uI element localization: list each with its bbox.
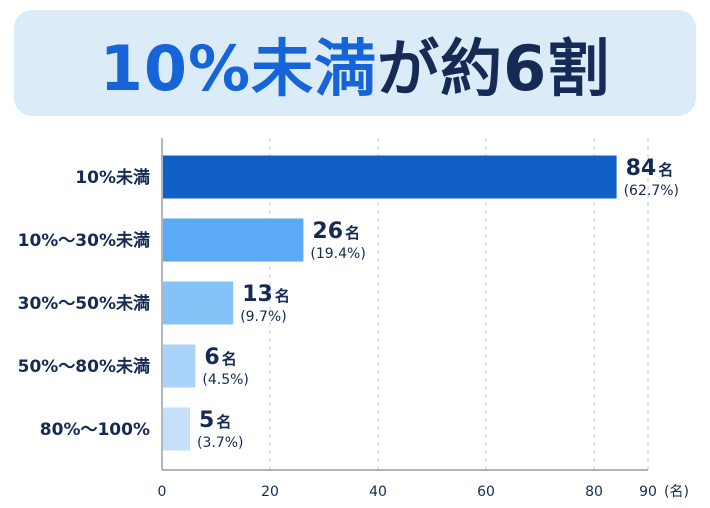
category-label: 30%〜50%未満 — [18, 293, 150, 314]
value-unit: 名 — [222, 350, 237, 368]
value-unit: 名 — [216, 413, 231, 431]
x-tick-label: 90 — [639, 484, 657, 500]
title-rest: 約6割 — [440, 32, 611, 105]
x-tick-label: 20 — [261, 484, 279, 500]
x-tick-label: 60 — [477, 484, 495, 500]
bar — [163, 281, 234, 325]
value-number: 26 — [312, 219, 343, 244]
percentage-label: (62.7%) — [624, 183, 679, 199]
value-label: 13 名 — [242, 282, 290, 307]
value-number: 84 — [626, 156, 657, 181]
category-label: 10%未満 — [75, 167, 150, 188]
title-banner — [14, 10, 696, 116]
category-label: 50%〜80%未満 — [18, 356, 150, 377]
value-label: 26 名 — [312, 219, 360, 244]
bar — [163, 407, 190, 451]
category-label: 10%〜30%未満 — [18, 230, 150, 251]
bar — [163, 218, 304, 262]
x-tick-label: 40 — [369, 484, 387, 500]
x-tick-label: 0 — [158, 484, 167, 500]
value-label: 84 名 — [626, 156, 674, 181]
x-axis-unit-label: (名) — [664, 484, 689, 500]
percentage-label: (9.7%) — [240, 309, 287, 325]
percentage-label: (4.5%) — [202, 372, 249, 388]
value-unit: 名 — [275, 287, 290, 305]
value-unit: 名 — [345, 224, 360, 242]
bar — [163, 155, 617, 199]
title-connector: が — [377, 32, 441, 105]
value-number: 5 — [199, 408, 214, 433]
value-number: 6 — [204, 345, 219, 370]
title-highlight: 10%未満 — [99, 32, 378, 105]
percentage-label: (19.4%) — [310, 246, 365, 262]
bar — [163, 344, 196, 388]
chart-title: 10%未満が約6割 — [14, 10, 696, 116]
x-tick-label: 80 — [585, 484, 603, 500]
value-unit: 名 — [658, 161, 673, 179]
category-label: 80%〜100% — [40, 420, 150, 440]
value-number: 13 — [242, 282, 273, 307]
percentage-label: (3.7%) — [197, 435, 244, 451]
